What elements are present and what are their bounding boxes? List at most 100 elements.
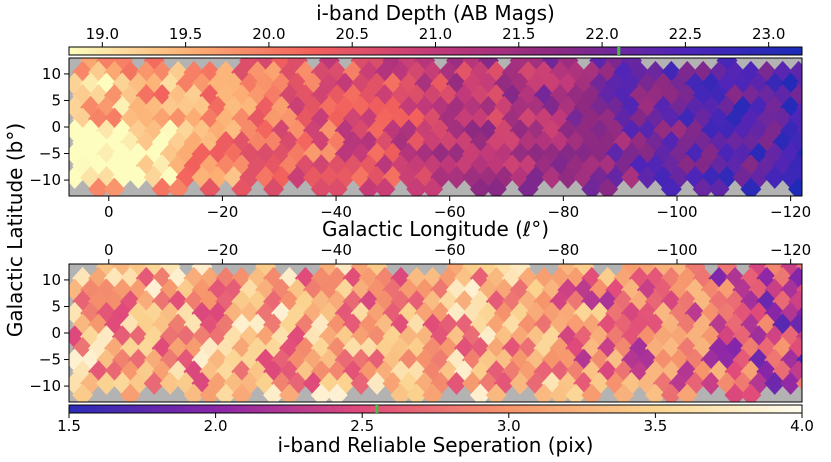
- heatmap-cell: [88, 177, 110, 196]
- heatmap-cell: [485, 107, 507, 131]
- heatmap-cell: [199, 107, 221, 131]
- heatmap-cell: [326, 383, 348, 402]
- top-colorbar-label: i-band Depth (AB Mags): [316, 1, 555, 25]
- top-x-ticks: 0 −20 −40 −60 −80 −100 −120: [104, 196, 811, 221]
- heatmap-cell: [310, 383, 332, 402]
- heatmap-cell: [565, 107, 587, 131]
- heatmap-cell: [119, 107, 141, 131]
- heatmap-cell: [676, 383, 698, 402]
- heatmap-cell: [69, 325, 86, 349]
- heatmap-cell: [621, 165, 643, 189]
- heatmap-cell: [406, 383, 428, 402]
- colorbar-tick-label: 3.0: [497, 417, 521, 435]
- heatmap-cell: [342, 107, 364, 131]
- colorbar-tick-label: 20.0: [252, 25, 285, 43]
- x-tick-label: −100: [656, 203, 697, 221]
- heatmap-cell: [477, 58, 499, 73]
- heatmap-cell: [780, 264, 802, 279]
- heatmap-cell: [716, 58, 738, 73]
- heatmap-cell: [318, 58, 340, 73]
- heatmap-cell: [231, 177, 253, 196]
- heatmap-cell: [215, 107, 237, 131]
- heatmap-cell: [621, 264, 643, 279]
- heatmap-cell: [69, 301, 86, 325]
- heatmap-cell: [239, 58, 261, 73]
- heatmap-cell: [398, 58, 420, 73]
- colorbar-tick-label: 20.5: [336, 25, 369, 43]
- heatmap-cell: [668, 264, 690, 279]
- heatmap-cell: [271, 58, 293, 73]
- y-tick-label: 5: [51, 91, 61, 109]
- heatmap-cell: [485, 177, 507, 196]
- heatmap-cell: [557, 264, 579, 279]
- heatmap-cell: [374, 107, 396, 131]
- heatmap-cell: [565, 383, 587, 402]
- x-tick-label: −100: [656, 241, 697, 259]
- heatmap-cell: [215, 383, 237, 402]
- heatmap-cell: [621, 58, 643, 73]
- colorbar-tick-label: 21.5: [502, 25, 535, 43]
- x-tick-label: −40: [320, 203, 352, 221]
- heatmap-cell: [692, 107, 714, 131]
- heatmap-cell: [143, 264, 165, 279]
- heatmap-cell: [788, 177, 802, 196]
- bottom-colorbar-label: i-band Reliable Seperation (pix): [278, 433, 594, 457]
- heatmap-cell: [103, 107, 125, 131]
- colorbar-tick-label: 2.0: [204, 417, 228, 435]
- heatmap-cell: [255, 264, 277, 279]
- heatmap-cell: [589, 58, 611, 73]
- heatmap-cell: [406, 107, 428, 131]
- heatmap-cell: [438, 107, 460, 131]
- heatmap-cell: [605, 58, 627, 73]
- y-axis-label: Galactic Latitude (b°): [3, 123, 27, 337]
- heatmap-cell: [406, 177, 428, 196]
- x-tick-label: −60: [434, 241, 466, 259]
- bottom-y-ticks: 10 5 0 −5 −10: [29, 271, 69, 395]
- heatmap-cell: [446, 264, 468, 279]
- heatmap-cell: [326, 177, 348, 196]
- x-tick-label: 0: [104, 241, 114, 259]
- heatmap-cell: [183, 107, 205, 131]
- x-tick-label: −20: [207, 241, 239, 259]
- y-tick-label: 10: [42, 271, 61, 289]
- heatmap-cell: [191, 264, 213, 279]
- colorbar-tick-label: 23.0: [752, 25, 785, 43]
- heatmap-cell: [461, 264, 483, 279]
- heatmap-cell: [660, 177, 682, 196]
- bottom-colorbar: [68, 404, 803, 414]
- heatmap-cell: [294, 107, 316, 131]
- colorbar-tick-label: 19.0: [86, 25, 119, 43]
- heatmap-cell: [764, 371, 786, 395]
- y-tick-label: −10: [29, 171, 61, 189]
- heatmap-cell: [366, 264, 388, 279]
- heatmap-cell: [509, 58, 531, 73]
- heatmap-cell: [708, 107, 730, 131]
- heatmap-cell: [96, 264, 118, 279]
- heatmap-cell: [135, 107, 157, 131]
- heatmap-cell: [453, 107, 475, 131]
- heatmap-cell: [525, 58, 547, 73]
- heatmap-cell: [446, 165, 468, 189]
- heatmap-cell: [581, 177, 603, 196]
- heatmap-cell: [88, 107, 110, 131]
- heatmap-cell: [756, 107, 778, 131]
- heatmap-cell: [660, 107, 682, 131]
- heatmap-cell: [350, 371, 372, 395]
- heatmap-cell: [788, 60, 802, 84]
- heatmap-cell: [278, 107, 300, 131]
- heatmap-cell: [72, 107, 94, 131]
- heatmap-cell: [127, 264, 149, 279]
- y-tick-label: 10: [42, 65, 61, 83]
- heatmap-cell: [446, 58, 468, 73]
- heatmap-cell: [183, 383, 205, 402]
- heatmap-cell: [366, 58, 388, 73]
- heatmap-cell: [414, 58, 436, 73]
- heatmap-cell: [469, 177, 491, 196]
- colorbar-tick-label: 2.5: [350, 417, 374, 435]
- heatmap-cell: [597, 107, 619, 131]
- heatmap-cell: [263, 177, 285, 196]
- heatmap-cell: [199, 177, 221, 196]
- colorbar-tick-label: 4.0: [790, 417, 814, 435]
- heatmap-cell: [111, 264, 133, 279]
- heatmap-cell: [69, 165, 86, 189]
